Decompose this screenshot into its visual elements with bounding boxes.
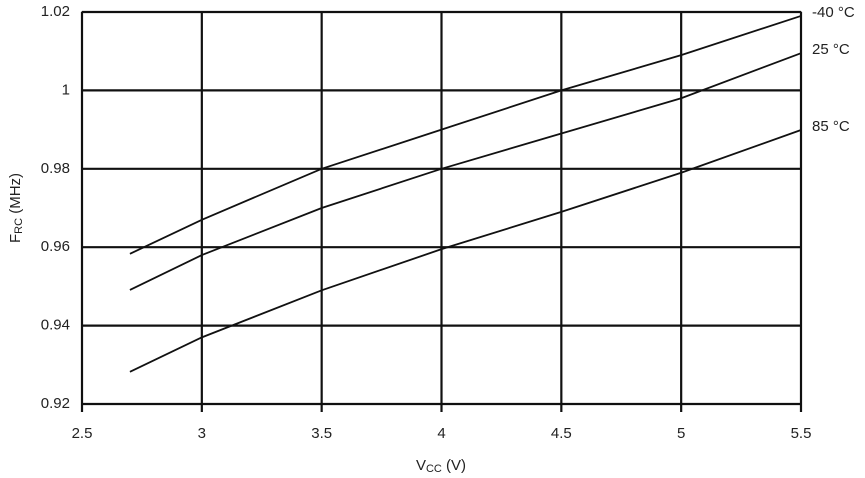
y-label-sub: RC [13,218,25,234]
x-label-main: V [416,457,426,474]
line-series [129,15,802,255]
x-axis-label: VCC (V) [416,457,466,475]
y-tick-label: 1 [62,81,70,98]
x-tick-label: 3 [198,425,206,442]
y-tick-label: 0.98 [41,160,70,177]
line-series [129,52,802,291]
series-label: -40 °C [812,4,855,21]
x-tick-label: 5.5 [791,425,812,442]
y-axis-label: FRC (MHz) [7,173,25,243]
x-label-sub: CC [426,463,442,475]
y-tick-label: 0.92 [41,395,70,412]
line-series [129,129,802,373]
y-tick-label: 0.94 [41,317,70,334]
y-tick-label: 0.96 [41,238,70,255]
y-tick-label: 1.02 [41,3,70,20]
plot-frame [81,11,802,405]
x-tick-label: 3.5 [311,425,332,442]
y-label-rest: (MHz) [7,173,24,218]
x-tick-label: 4 [437,425,445,442]
series-label: 85 °C [812,118,850,135]
x-label-rest: (V) [442,457,466,474]
x-tick-label: 2.5 [72,425,93,442]
x-tick-label: 5 [677,425,685,442]
y-label-main: F [7,234,24,243]
x-tick-label: 4.5 [551,425,572,442]
series-label: 25 °C [812,41,850,58]
